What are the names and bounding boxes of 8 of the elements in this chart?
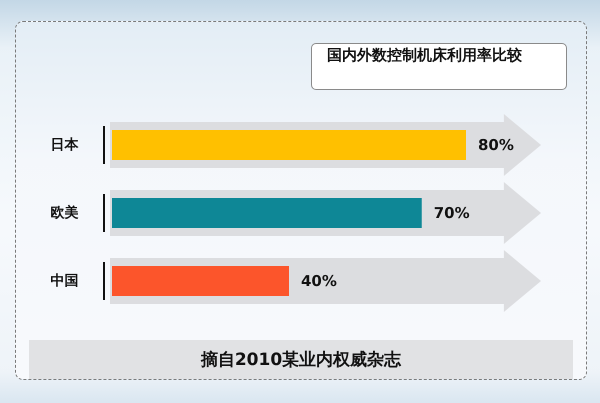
y-tick-label: 中国: [50, 273, 78, 289]
data-label: 80%: [478, 136, 514, 154]
data-label: 70%: [434, 204, 470, 222]
text: 摘自2010某业内权威杂志: [200, 349, 402, 371]
y-tick-label: 欧美: [50, 204, 78, 221]
data-label: 40%: [301, 272, 337, 290]
chart-title: 国内外数控制机床利用率比较: [327, 46, 522, 65]
y-tick-label: 日本: [50, 137, 80, 153]
